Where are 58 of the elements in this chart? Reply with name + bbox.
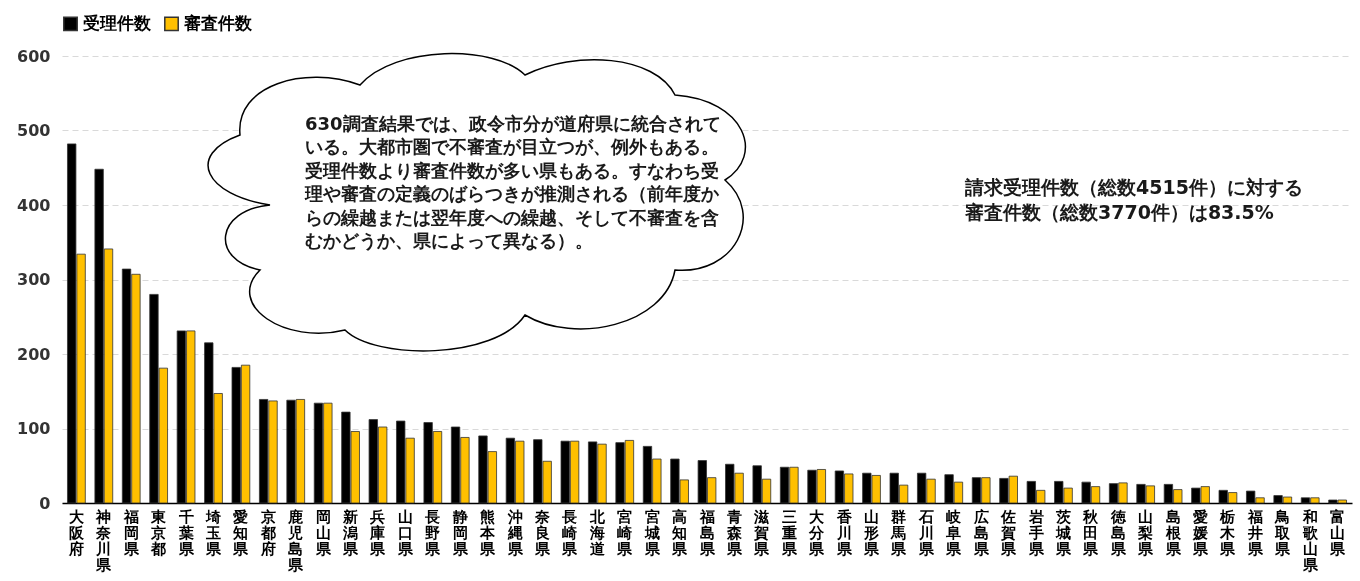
x-tick-label: 岩手県 <box>1027 507 1045 558</box>
x-tick-label: 山口県 <box>396 507 414 558</box>
x-tick-label: 三重県 <box>780 507 798 558</box>
y-tick-label: 500 <box>17 121 51 140</box>
x-tick-label: 埼玉県 <box>204 507 222 558</box>
x-tick-label: 岡山県 <box>314 507 332 558</box>
x-tick-label: 宮城県 <box>643 507 661 558</box>
x-tick-label: 滋賀県 <box>753 507 771 558</box>
legend-label: 受理件数 <box>83 12 152 33</box>
x-tick-label: 佐賀県 <box>1000 507 1018 558</box>
x-tick-label: 山形県 <box>863 507 881 558</box>
x-tick-label: 香川県 <box>835 507 853 558</box>
x-tick-label: 北海道 <box>588 507 606 558</box>
y-tick-label: 0 <box>39 493 51 513</box>
x-tick-label: 福島県 <box>698 507 716 558</box>
x-tick-label: 新潟県 <box>342 507 360 558</box>
y-tick-label: 600 <box>17 46 51 66</box>
x-tick-label: 宮崎県 <box>616 507 634 558</box>
x-tick-label: 大阪府 <box>67 507 85 558</box>
x-tick-label: 栃木県 <box>1219 507 1237 558</box>
x-tick-label: 石川県 <box>917 507 935 558</box>
x-tick-label: 和歌山県 <box>1301 507 1319 574</box>
x-tick-label: 千葉県 <box>177 507 195 558</box>
x-tick-label: 岐阜県 <box>945 507 963 558</box>
y-tick-label: 300 <box>17 270 51 289</box>
x-tick-label: 鳥取県 <box>1274 507 1292 558</box>
x-tick-label: 鹿児島県 <box>287 507 305 574</box>
y-tick-label: 400 <box>17 195 51 215</box>
x-tick-label: 沖縄県 <box>506 507 524 558</box>
x-tick-label: 群馬県 <box>890 507 908 558</box>
x-tick-label: 山梨県 <box>1137 507 1155 558</box>
legend-label: 審査件数 <box>183 12 253 33</box>
x-tick-label: 長崎県 <box>561 507 579 558</box>
x-tick-label: 大分県 <box>808 507 826 558</box>
x-tick-label: 京都府 <box>259 507 276 558</box>
x-tick-label: 青森県 <box>725 507 743 558</box>
y-tick-label: 100 <box>17 419 51 438</box>
x-tick-label: 愛媛県 <box>1192 507 1210 558</box>
x-tick-label: 茨城県 <box>1054 507 1072 558</box>
x-tick-label: 神奈川県 <box>95 507 113 574</box>
x-tick-label: 島根県 <box>1164 507 1182 558</box>
y-tick-label: 200 <box>17 344 51 364</box>
x-tick-label: 熊本県 <box>479 507 497 558</box>
x-tick-label: 富山県 <box>1329 507 1347 558</box>
annotation: 請求受理件数（総数4515件）に対する審査件数（総数3770件）は83.5% <box>965 175 1304 225</box>
x-tick-label: 兵庫県 <box>369 507 387 558</box>
x-tick-label: 徳島県 <box>1109 507 1127 558</box>
x-tick-label: 広島県 <box>972 507 990 558</box>
annotation: 630調査結果では、政令市分が道府県に統合されている。大都市圏で不審査が目立つが、例外もある。受理件数より審査件数が多い県もある。すなわち受理や審査の定義のばらつきが推測される（前年度からの繰越または翌年度への繰越、そして不審査を含むかどうか、県によって異なる）。 <box>305 112 722 253</box>
x-tick-label: 愛知県 <box>232 507 250 558</box>
x-tick-label: 高知県 <box>671 507 689 558</box>
x-tick-label: 福岡県 <box>122 507 140 558</box>
x-tick-label: 福井県 <box>1246 507 1264 558</box>
x-tick-label: 長野県 <box>424 507 442 558</box>
x-tick-label: 静岡県 <box>451 507 469 558</box>
x-tick-label: 秋田県 <box>1082 507 1100 558</box>
x-tick-label: 東京都 <box>150 507 168 558</box>
x-tick-label: 奈良県 <box>533 507 551 558</box>
